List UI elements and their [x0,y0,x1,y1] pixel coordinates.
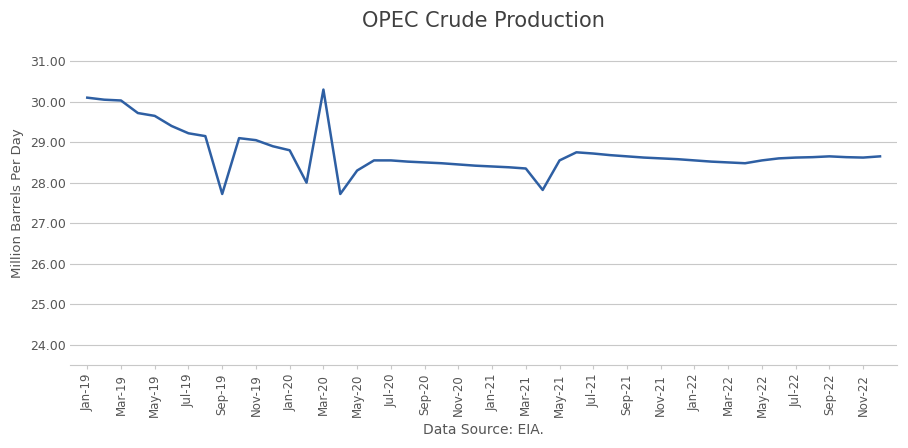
Title: OPEC Crude Production: OPEC Crude Production [362,11,605,31]
X-axis label: Data Source: EIA.: Data Source: EIA. [423,423,544,437]
Y-axis label: Million Barrels Per Day: Million Barrels Per Day [11,128,25,278]
